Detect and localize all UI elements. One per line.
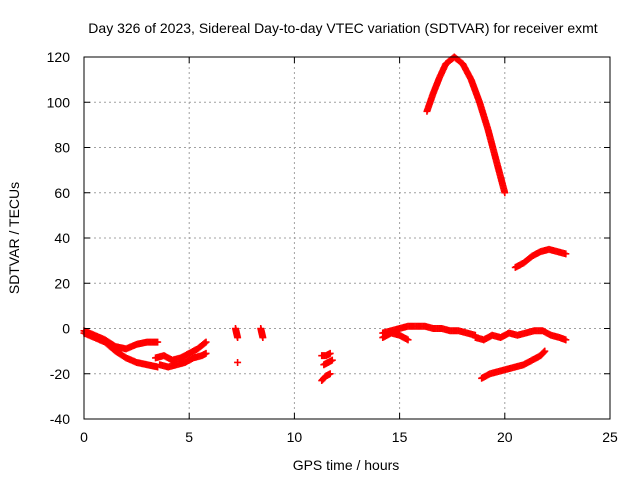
y-tick-label: -40 — [50, 411, 70, 427]
series-arc-5c — [318, 370, 334, 385]
data-point — [326, 349, 334, 357]
series-arc-6b — [379, 329, 412, 344]
x-tick-label: 5 — [185, 429, 193, 445]
y-tick-label: 120 — [47, 49, 71, 65]
y-tick-label: 60 — [54, 185, 70, 201]
y-axis-title: SDTVAR / TECUs — [6, 182, 22, 294]
data-point — [328, 356, 336, 364]
series-arc-5b — [320, 356, 336, 369]
series-arc-2-lower — [156, 349, 210, 371]
data-point — [541, 347, 549, 355]
y-tick-label: 20 — [54, 275, 70, 291]
series-arc-7 — [471, 327, 570, 344]
series-arc-8 — [423, 53, 509, 197]
data-point — [326, 370, 334, 378]
data-point — [562, 336, 570, 344]
series-arc-5 — [318, 349, 334, 360]
data-point — [540, 348, 548, 356]
y-tick-label: 80 — [54, 140, 70, 156]
x-tick-label: 0 — [80, 429, 88, 445]
x-tick-label: 20 — [497, 429, 513, 445]
series-arc-4 — [257, 325, 267, 342]
series-arc-9 — [511, 245, 570, 271]
data-point — [501, 189, 509, 197]
data-point — [404, 336, 412, 344]
y-tick-label: -20 — [50, 366, 70, 382]
axes: 0 5 10 15 20 25 -40 -20 0 20 40 60 80 100 120 — [47, 49, 618, 445]
series-arc-1-lower — [80, 329, 162, 371]
x-axis-title: GPS time / hours — [293, 457, 400, 473]
data-point — [202, 338, 210, 346]
x-tick-label: 15 — [392, 429, 408, 445]
data-point — [201, 339, 209, 347]
series-arc-3b — [234, 358, 242, 366]
data-point — [234, 334, 242, 342]
data-point — [234, 358, 242, 366]
chart-title: Day 326 of 2023, Sidereal Day-to-day VTE… — [88, 20, 597, 36]
data-series — [80, 53, 570, 385]
series-arc-3 — [231, 325, 242, 342]
y-tick-label: 40 — [54, 230, 70, 246]
x-tick-label: 10 — [287, 429, 303, 445]
series-arc-10 — [478, 347, 549, 382]
y-tick-label: 100 — [47, 94, 71, 110]
data-point — [202, 349, 210, 357]
data-point — [154, 338, 162, 346]
y-tick-label: 0 — [62, 321, 70, 337]
x-tick-label: 25 — [602, 429, 618, 445]
data-point — [259, 334, 267, 342]
data-point — [562, 250, 570, 258]
